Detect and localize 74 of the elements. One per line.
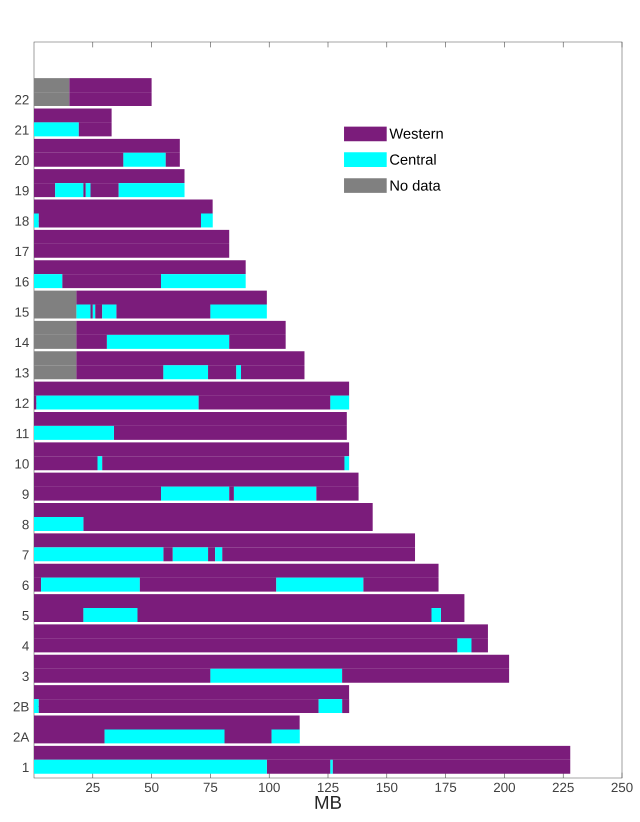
bar bbox=[83, 608, 138, 622]
bar bbox=[431, 608, 441, 622]
bar bbox=[34, 547, 164, 562]
bar bbox=[106, 334, 230, 349]
bar bbox=[41, 578, 140, 592]
bar bbox=[330, 396, 350, 410]
y-tick-label: 22 bbox=[15, 95, 29, 104]
x-tick-label: 25 bbox=[86, 782, 100, 792]
bar bbox=[318, 699, 342, 714]
bar bbox=[161, 486, 230, 501]
x-tick-label: 175 bbox=[436, 782, 456, 792]
bar bbox=[236, 365, 241, 380]
y-tick-label: 14 bbox=[15, 338, 29, 348]
y-tick-label: 4 bbox=[22, 641, 29, 651]
y-tick-label: 2B bbox=[14, 702, 29, 712]
x-tick-label: 150 bbox=[376, 782, 398, 792]
bar bbox=[276, 578, 364, 592]
bar bbox=[34, 274, 62, 288]
bar bbox=[234, 486, 316, 501]
legend-label: No data bbox=[390, 180, 441, 191]
bar bbox=[344, 456, 350, 470]
bar bbox=[123, 152, 166, 167]
bar bbox=[457, 638, 472, 652]
bar bbox=[98, 456, 102, 470]
bar bbox=[104, 729, 225, 744]
bar bbox=[210, 668, 342, 683]
bar bbox=[172, 547, 208, 562]
bar bbox=[55, 183, 84, 198]
bar bbox=[163, 365, 208, 380]
y-tick-label: 19 bbox=[15, 186, 29, 196]
bar bbox=[36, 396, 199, 410]
y-tick-label: 7 bbox=[22, 550, 29, 560]
x-tick-label: 225 bbox=[552, 782, 574, 792]
bar bbox=[76, 304, 90, 318]
x-tick-label: 250 bbox=[612, 782, 633, 792]
bar bbox=[34, 122, 79, 136]
y-tick-label: 9 bbox=[22, 490, 29, 499]
x-tick-label: 100 bbox=[259, 782, 280, 792]
x-tick-label: 125 bbox=[318, 782, 339, 792]
legend-label: Western bbox=[389, 128, 443, 139]
bar bbox=[102, 304, 116, 318]
bar bbox=[34, 760, 267, 774]
y-tick-label: 2A bbox=[14, 732, 30, 742]
y-tick-label: 10 bbox=[15, 459, 29, 469]
bar bbox=[34, 699, 39, 714]
y-tick-label: 5 bbox=[22, 610, 29, 620]
bar bbox=[215, 547, 222, 562]
y-tick-label: 16 bbox=[15, 277, 29, 286]
y-tick-label: 1 bbox=[22, 762, 29, 772]
bar bbox=[86, 183, 90, 198]
bar bbox=[118, 183, 185, 198]
y-tick-label: 13 bbox=[15, 368, 29, 378]
bar bbox=[200, 213, 213, 228]
y-tick-label: 8 bbox=[22, 520, 29, 530]
bar bbox=[272, 729, 300, 744]
bar bbox=[161, 274, 246, 288]
y-tick-label: 11 bbox=[16, 428, 29, 438]
x-tick-label: 75 bbox=[204, 782, 218, 792]
bar bbox=[34, 426, 114, 440]
y-tick-label: 12 bbox=[15, 398, 29, 408]
bar bbox=[34, 213, 39, 228]
y-tick-label: 6 bbox=[22, 580, 29, 590]
bar bbox=[210, 304, 267, 318]
x-tick-label: 50 bbox=[144, 782, 158, 792]
y-tick-label: 21 bbox=[15, 125, 29, 135]
x-tick-label: 200 bbox=[494, 782, 516, 792]
y-tick-label: 20 bbox=[15, 156, 29, 166]
y-tick-label: 18 bbox=[15, 216, 29, 226]
bar bbox=[34, 516, 84, 531]
legend-label: Central bbox=[390, 154, 436, 165]
y-tick-label: 15 bbox=[15, 307, 29, 317]
y-tick-label: 3 bbox=[22, 672, 29, 682]
y-tick-label: 17 bbox=[15, 246, 29, 256]
x-axis-title: MB bbox=[316, 796, 342, 809]
